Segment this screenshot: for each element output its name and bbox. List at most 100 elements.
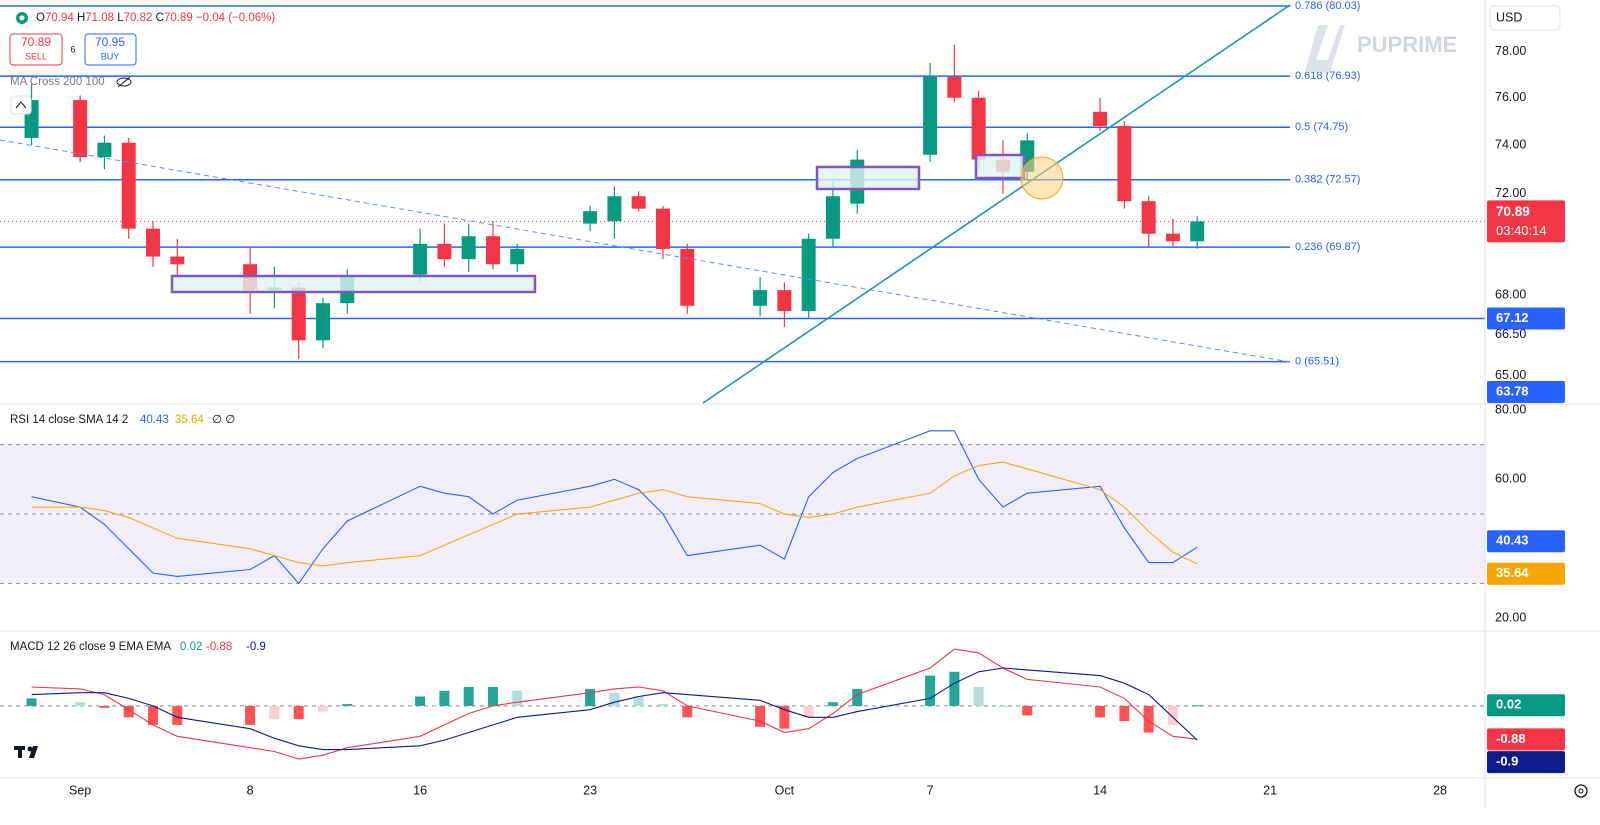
- currency-label[interactable]: USD: [1496, 10, 1522, 24]
- sell-price[interactable]: 70.89: [21, 35, 51, 49]
- candle-body: [971, 97, 986, 160]
- buy-box[interactable]: [84, 33, 137, 66]
- rsi-value-label-box: [1487, 530, 1565, 553]
- x-tick-label: 16: [413, 783, 427, 797]
- settings-icon-center[interactable]: [1578, 788, 1584, 794]
- candle-body: [510, 248, 525, 265]
- price-line-label: 63.78: [1496, 383, 1529, 398]
- histogram-bar: [317, 705, 328, 712]
- candle-body: [437, 243, 452, 260]
- tv-logo-part: [29, 746, 38, 758]
- rsi-line: [31, 430, 1198, 585]
- collapse-button[interactable]: [10, 95, 32, 115]
- eye-slash[interactable]: [117, 76, 131, 88]
- candle-body: [97, 142, 112, 158]
- histogram-bar: [99, 705, 110, 708]
- currency-box[interactable]: [1489, 5, 1561, 31]
- rsi-line: [31, 461, 1198, 567]
- candle-body: [1141, 201, 1156, 234]
- ohlc-value: 70.82: [124, 12, 153, 24]
- x-tick-label: Sep: [69, 783, 91, 797]
- y-tick-label: 68.00: [1495, 288, 1526, 302]
- ohlc-legend: O70.94 H71.08 L70.82 C70.89 −0.04 (−0.06…: [36, 12, 275, 24]
- histogram-bar: [512, 690, 523, 706]
- histogram-bar: [463, 686, 474, 706]
- y-tick-label: 72.00: [1495, 186, 1526, 200]
- y-tick-label: 80.00: [1495, 402, 1526, 416]
- macd-hist-label: 0.02: [1496, 697, 1521, 712]
- fib-label: 0.382 (72.57): [1295, 174, 1360, 186]
- y-tick-label: 66.50: [1495, 327, 1526, 341]
- ohlc-key: H: [77, 12, 85, 24]
- histogram-bar: [26, 698, 37, 706]
- histogram-bar: [657, 704, 668, 706]
- collapse-chevron[interactable]: [15, 101, 27, 109]
- macd-legend-value: -0.9: [246, 641, 266, 653]
- histogram-bar: [1095, 705, 1106, 718]
- candle-body: [825, 196, 840, 239]
- brand-logo: PUPRIME: [1305, 25, 1457, 72]
- settings-button[interactable]: [1574, 784, 1588, 798]
- y-tick-label: 65.00: [1495, 368, 1526, 382]
- histogram-bar: [803, 705, 814, 718]
- rsi-legend-value: 35.64: [175, 414, 204, 426]
- histogram-bar: [123, 705, 134, 718]
- spread: 6: [70, 44, 75, 54]
- histogram-bar: [755, 705, 766, 727]
- candle-body: [655, 208, 670, 249]
- zone-box: [974, 153, 1026, 180]
- buy-button[interactable]: 70.95 BUY: [84, 33, 137, 66]
- countdown-label: 03:40:14: [1496, 223, 1547, 238]
- candle-body: [607, 196, 622, 222]
- rsi-legend-value: 40.43: [140, 414, 169, 426]
- rsi-value-label: 40.43: [1496, 533, 1529, 548]
- eye-icon[interactable]: [116, 77, 132, 87]
- fib-label: 0 (65.51): [1295, 355, 1339, 367]
- histogram-bar: [1192, 705, 1203, 707]
- settings-icon[interactable]: [1574, 784, 1588, 798]
- candle-body: [777, 290, 792, 312]
- highlight-circle: [1020, 156, 1064, 200]
- visibility-toggle[interactable]: [116, 76, 132, 88]
- histogram-bar: [342, 704, 353, 706]
- currency-selector[interactable]: USD: [1489, 5, 1561, 31]
- fib-label: 0.236 (69.87): [1295, 241, 1360, 253]
- y-tick-label: 20.00: [1495, 610, 1526, 624]
- histogram-bar: [415, 696, 426, 706]
- collapse-box[interactable]: [10, 95, 32, 115]
- candle-body: [1165, 233, 1180, 242]
- fib-label: 0.5 (74.75): [1295, 121, 1348, 133]
- histogram-bar: [609, 692, 620, 706]
- x-tick-label: 14: [1093, 783, 1107, 797]
- histogram-bar: [75, 702, 86, 706]
- candle-body: [923, 76, 938, 155]
- fib-label: 0.618 (76.93): [1295, 70, 1360, 82]
- ohlc-value: 70.89: [164, 12, 193, 24]
- x-tick-label: 23: [583, 783, 597, 797]
- x-tick-label: 21: [1263, 783, 1277, 797]
- last-price-box: [1487, 200, 1565, 243]
- sell-button[interactable]: 70.89 SELL: [9, 33, 63, 66]
- macd-value-label-box: [1487, 728, 1565, 751]
- rsi-legend-extra: ∅ ∅: [212, 414, 235, 426]
- histogram-bar: [1167, 705, 1178, 725]
- candle-body: [73, 100, 88, 158]
- buy-label[interactable]: BUY: [101, 51, 120, 61]
- ohlc-key: L: [117, 12, 124, 24]
- rsi-value-label: 35.64: [1496, 565, 1529, 580]
- zone-box: [815, 165, 921, 191]
- sell-box[interactable]: [9, 33, 63, 66]
- histogram-bar: [997, 705, 1008, 707]
- candle-body: [1093, 111, 1108, 127]
- sell-label[interactable]: SELL: [25, 51, 47, 61]
- histogram-bar: [293, 705, 304, 720]
- y-tick-label: 78.00: [1495, 44, 1526, 58]
- candle-body: [1190, 221, 1205, 242]
- histogram-bar: [949, 671, 960, 706]
- histogram-bar: [1119, 705, 1130, 722]
- candle-body: [485, 236, 500, 265]
- histogram-bar: [245, 705, 256, 725]
- brand-name: PUPRIME: [1357, 32, 1457, 57]
- histogram-bar: [925, 675, 936, 706]
- buy-price[interactable]: 70.95: [95, 35, 125, 49]
